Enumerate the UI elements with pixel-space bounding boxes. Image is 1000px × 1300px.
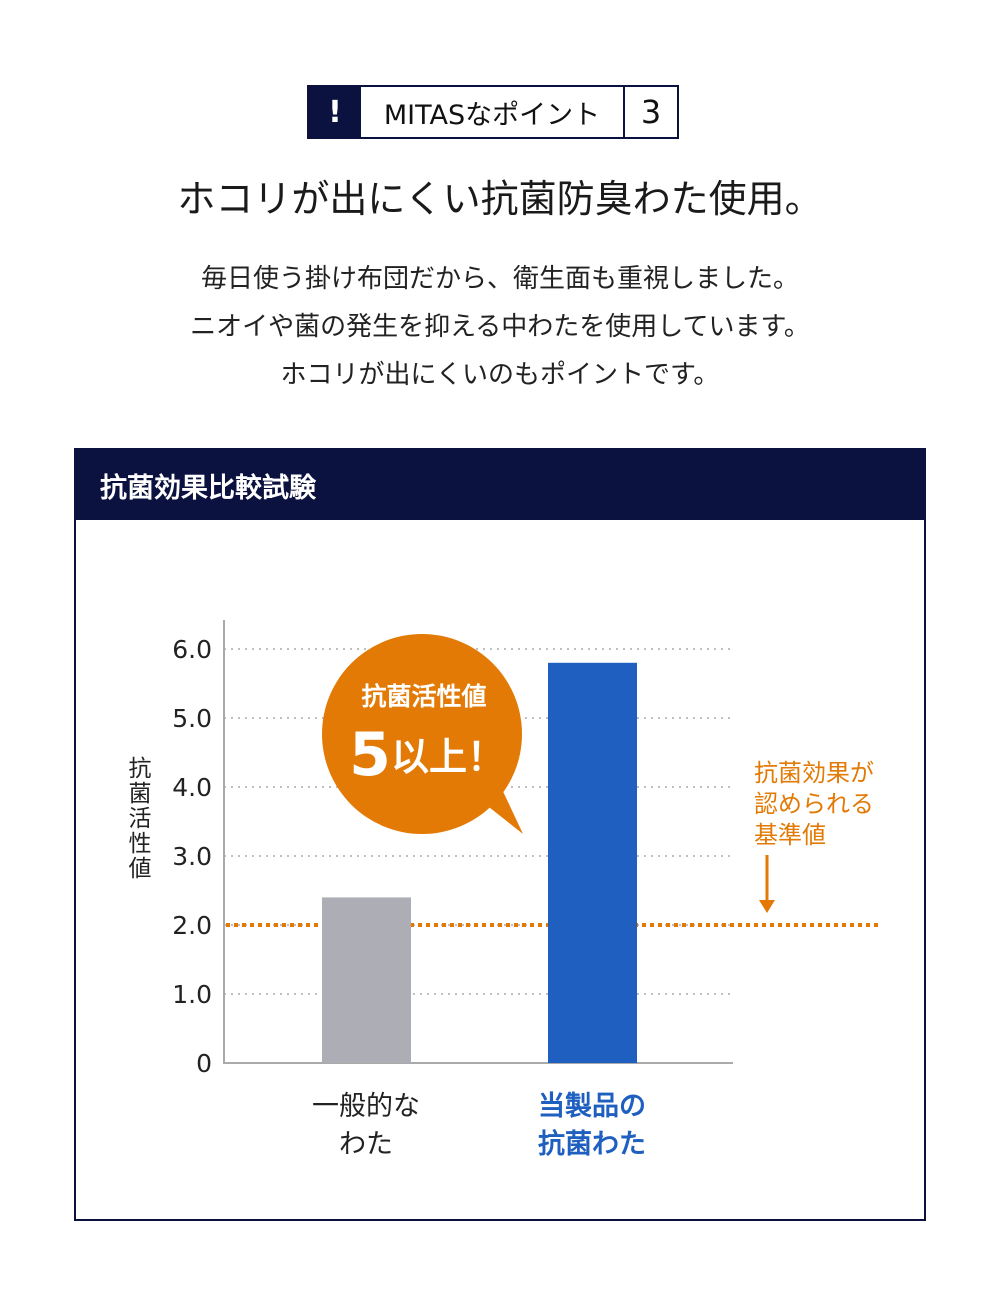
category-label-general: 一般的な わた	[276, 1088, 456, 1164]
category-label-line: 当製品の	[538, 1091, 646, 1122]
category-label-product: 当製品の 抗菌わた	[502, 1088, 682, 1164]
exclamation-icon: !	[309, 87, 361, 137]
y-tick-label: 1.0	[172, 980, 212, 1009]
y-tick-label: 0	[196, 1049, 212, 1078]
section-title: ホコリが出にくい抗菌防臭わた使用。	[177, 177, 823, 221]
y-tick-label: 6.0	[172, 635, 212, 664]
reference-note-line: 基準値	[754, 821, 826, 849]
point-badge: ! MITASなポイント 3	[307, 85, 679, 139]
y-tick-label: 5.0	[172, 704, 212, 733]
y-tick-label: 4.0	[172, 773, 212, 802]
badge-label: MITASなポイント	[361, 87, 625, 137]
description-line: 毎日使う掛け布団だから、衛生面も重視しました。	[200, 264, 799, 294]
callout-title: 抗菌活性値	[361, 682, 486, 711]
description: 毎日使う掛け布団だから、衛生面も重視しました。 ニオイや菌の発生を抑える中わたを…	[0, 255, 1000, 399]
description-line: ホコリが出にくいのもポイントです。	[280, 360, 720, 390]
reference-note-line: 認められる	[754, 790, 874, 818]
badge-number: 3	[640, 93, 662, 131]
bar	[548, 662, 637, 1063]
description-line: ニオイや菌の発生を抑える中わたを使用しています。	[190, 312, 810, 342]
category-label-line: 抗菌わた	[538, 1129, 646, 1160]
category-label-line: 一般的な	[312, 1091, 420, 1122]
callout-text: 以上！	[391, 735, 505, 779]
panel-header: 抗菌効果比較試験	[76, 450, 924, 520]
callout-bubble	[322, 634, 522, 834]
reference-note-line: 抗菌効果が	[754, 759, 874, 787]
y-tick-label: 3.0	[172, 842, 212, 871]
y-tick-label: 2.0	[172, 911, 212, 940]
bar	[322, 897, 411, 1063]
arrow-head-icon	[759, 900, 775, 913]
y-axis-label: 抗菌活性値	[124, 756, 150, 881]
chart-panel: 抗菌効果比較試験	[74, 448, 926, 1221]
reference-note: 抗菌効果が 認められる 基準値	[754, 758, 874, 851]
callout-number: 5	[349, 720, 391, 790]
category-label-line: わた	[339, 1129, 393, 1160]
